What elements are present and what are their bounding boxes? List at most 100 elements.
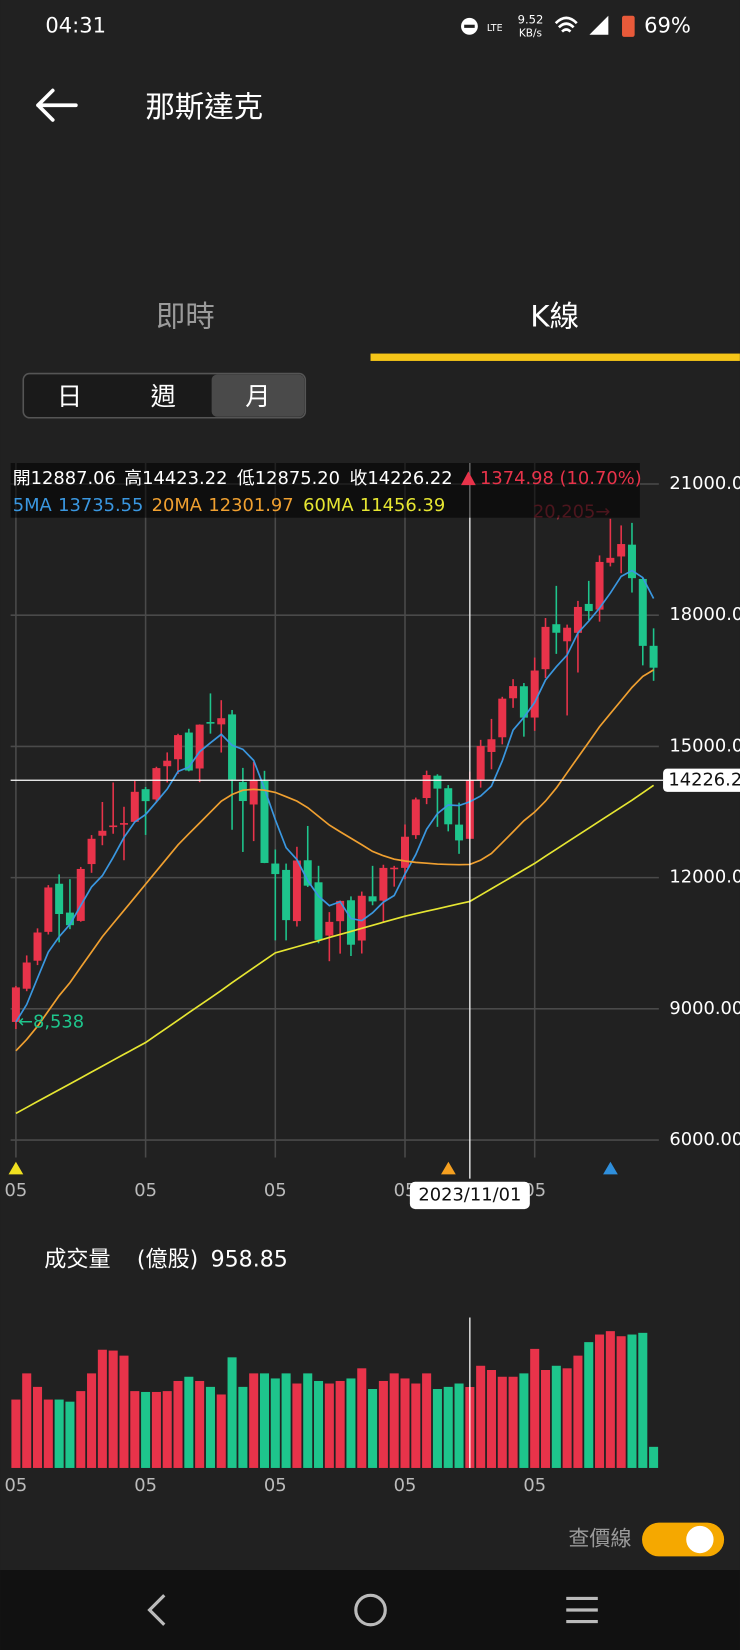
candle-body xyxy=(498,698,507,738)
battery-level: 69% xyxy=(644,12,691,37)
ma-line xyxy=(15,669,655,1052)
price-extreme-label: ←8,538 xyxy=(18,1012,84,1033)
volume-bar xyxy=(346,1378,356,1468)
info-close: 收14226.22 xyxy=(349,468,452,489)
y-tick-label: 21000.00 xyxy=(669,473,740,494)
candle-body xyxy=(444,788,453,825)
speed-value: 9.52 xyxy=(518,12,544,26)
crosshair-date-label: 2023/11/01 xyxy=(418,1184,521,1205)
candle-body xyxy=(141,789,150,802)
candle-body xyxy=(530,670,539,718)
info-change: 1374.98 (10.70%) xyxy=(480,468,642,489)
ma-legend-value: 11456.39 xyxy=(360,495,445,516)
candle-body xyxy=(606,557,615,563)
nav-menu[interactable] xyxy=(566,1596,598,1624)
volume-bar xyxy=(584,1342,594,1468)
candle-body xyxy=(271,863,280,875)
period-week[interactable]: 週 xyxy=(151,382,176,411)
info-high: 高14423.22 xyxy=(124,468,227,489)
volume-bar xyxy=(638,1332,648,1468)
ma-line xyxy=(15,784,655,1115)
candle-body xyxy=(325,921,334,936)
volume-bar xyxy=(43,1399,53,1468)
candle-body xyxy=(519,686,528,718)
volume-bar xyxy=(249,1373,259,1468)
volume-bar xyxy=(76,1391,86,1468)
candle-body xyxy=(44,887,53,932)
info-low: 低12875.20 xyxy=(237,468,340,489)
volume-bar xyxy=(378,1380,388,1468)
volume-bar xyxy=(314,1380,324,1468)
candle-body xyxy=(11,987,20,1022)
nav-bar xyxy=(0,1570,740,1650)
volume-bar xyxy=(119,1355,129,1468)
volume-bar xyxy=(11,1399,21,1468)
volume-bar xyxy=(22,1373,32,1468)
volume-bar xyxy=(411,1383,421,1468)
candle-body xyxy=(649,645,658,668)
volume-bar xyxy=(65,1401,75,1468)
network-type: LTE xyxy=(487,23,503,34)
volume-bar xyxy=(530,1348,540,1468)
volume-bar xyxy=(368,1388,378,1468)
volume-bar xyxy=(627,1334,637,1468)
candle-body xyxy=(411,799,420,836)
ma-legend-name: 20MA xyxy=(152,495,203,516)
candle-body xyxy=(184,732,193,771)
volume-bar xyxy=(389,1373,399,1468)
candle-body xyxy=(217,718,226,725)
candle-body xyxy=(249,780,258,805)
back-button[interactable] xyxy=(36,88,78,122)
toggle-label: 查價線 xyxy=(568,1526,631,1551)
signal-marker xyxy=(8,1161,24,1175)
candle-body xyxy=(282,869,291,921)
volume-bar xyxy=(270,1378,280,1468)
tab-indicator xyxy=(370,353,740,361)
volume-title: 成交量 xyxy=(44,1247,110,1273)
tab-realtime[interactable]: 即時 xyxy=(156,299,215,333)
candle-body xyxy=(617,544,626,557)
volume-bar xyxy=(130,1391,140,1468)
info-box xyxy=(10,463,640,518)
info-open: 開12887.06 xyxy=(13,468,116,489)
candle-body xyxy=(336,900,345,922)
wifi-icon xyxy=(554,16,578,33)
volume-bar xyxy=(497,1376,507,1468)
kline-chart: 21000.00 18000.00 15000.00 12000.00 9000.00 6… xyxy=(5,463,740,1496)
candle-body xyxy=(595,561,604,610)
tab-kline[interactable]: K線 xyxy=(530,299,579,333)
candle-body xyxy=(552,624,561,633)
volume-bar xyxy=(32,1386,43,1468)
candle-body xyxy=(476,745,485,780)
volume-bar xyxy=(108,1350,118,1468)
ma-legend-name: 5MA xyxy=(13,495,53,516)
volume-bar xyxy=(616,1336,626,1468)
volume-bar xyxy=(303,1373,313,1468)
nav-back[interactable] xyxy=(147,1594,166,1626)
volume-bar xyxy=(97,1349,107,1468)
volume-bar xyxy=(486,1369,496,1468)
candle-body xyxy=(433,775,442,789)
volume-bar xyxy=(162,1391,172,1468)
volume-value: 958.85 xyxy=(211,1247,288,1273)
volume-bar xyxy=(519,1373,529,1468)
nav-home[interactable] xyxy=(354,1593,387,1627)
ma-legend-value: 12301.97 xyxy=(208,495,293,516)
volume-bar xyxy=(551,1365,561,1468)
volume-bar xyxy=(357,1368,367,1468)
volume-bar xyxy=(562,1368,572,1468)
volume-bar xyxy=(173,1380,183,1468)
candle-body xyxy=(65,912,74,926)
volume-bar xyxy=(508,1376,518,1468)
period-month[interactable]: 月 xyxy=(245,382,270,411)
candle-body xyxy=(195,724,204,769)
candle-body xyxy=(401,836,410,868)
volume-x-tick-label: 05 xyxy=(523,1475,546,1496)
period-day[interactable]: 日 xyxy=(57,382,82,411)
volume-bar xyxy=(324,1383,334,1468)
candle-body xyxy=(422,775,431,799)
candle-body xyxy=(357,895,366,941)
candle-body xyxy=(33,932,42,961)
candle-body xyxy=(314,882,323,940)
